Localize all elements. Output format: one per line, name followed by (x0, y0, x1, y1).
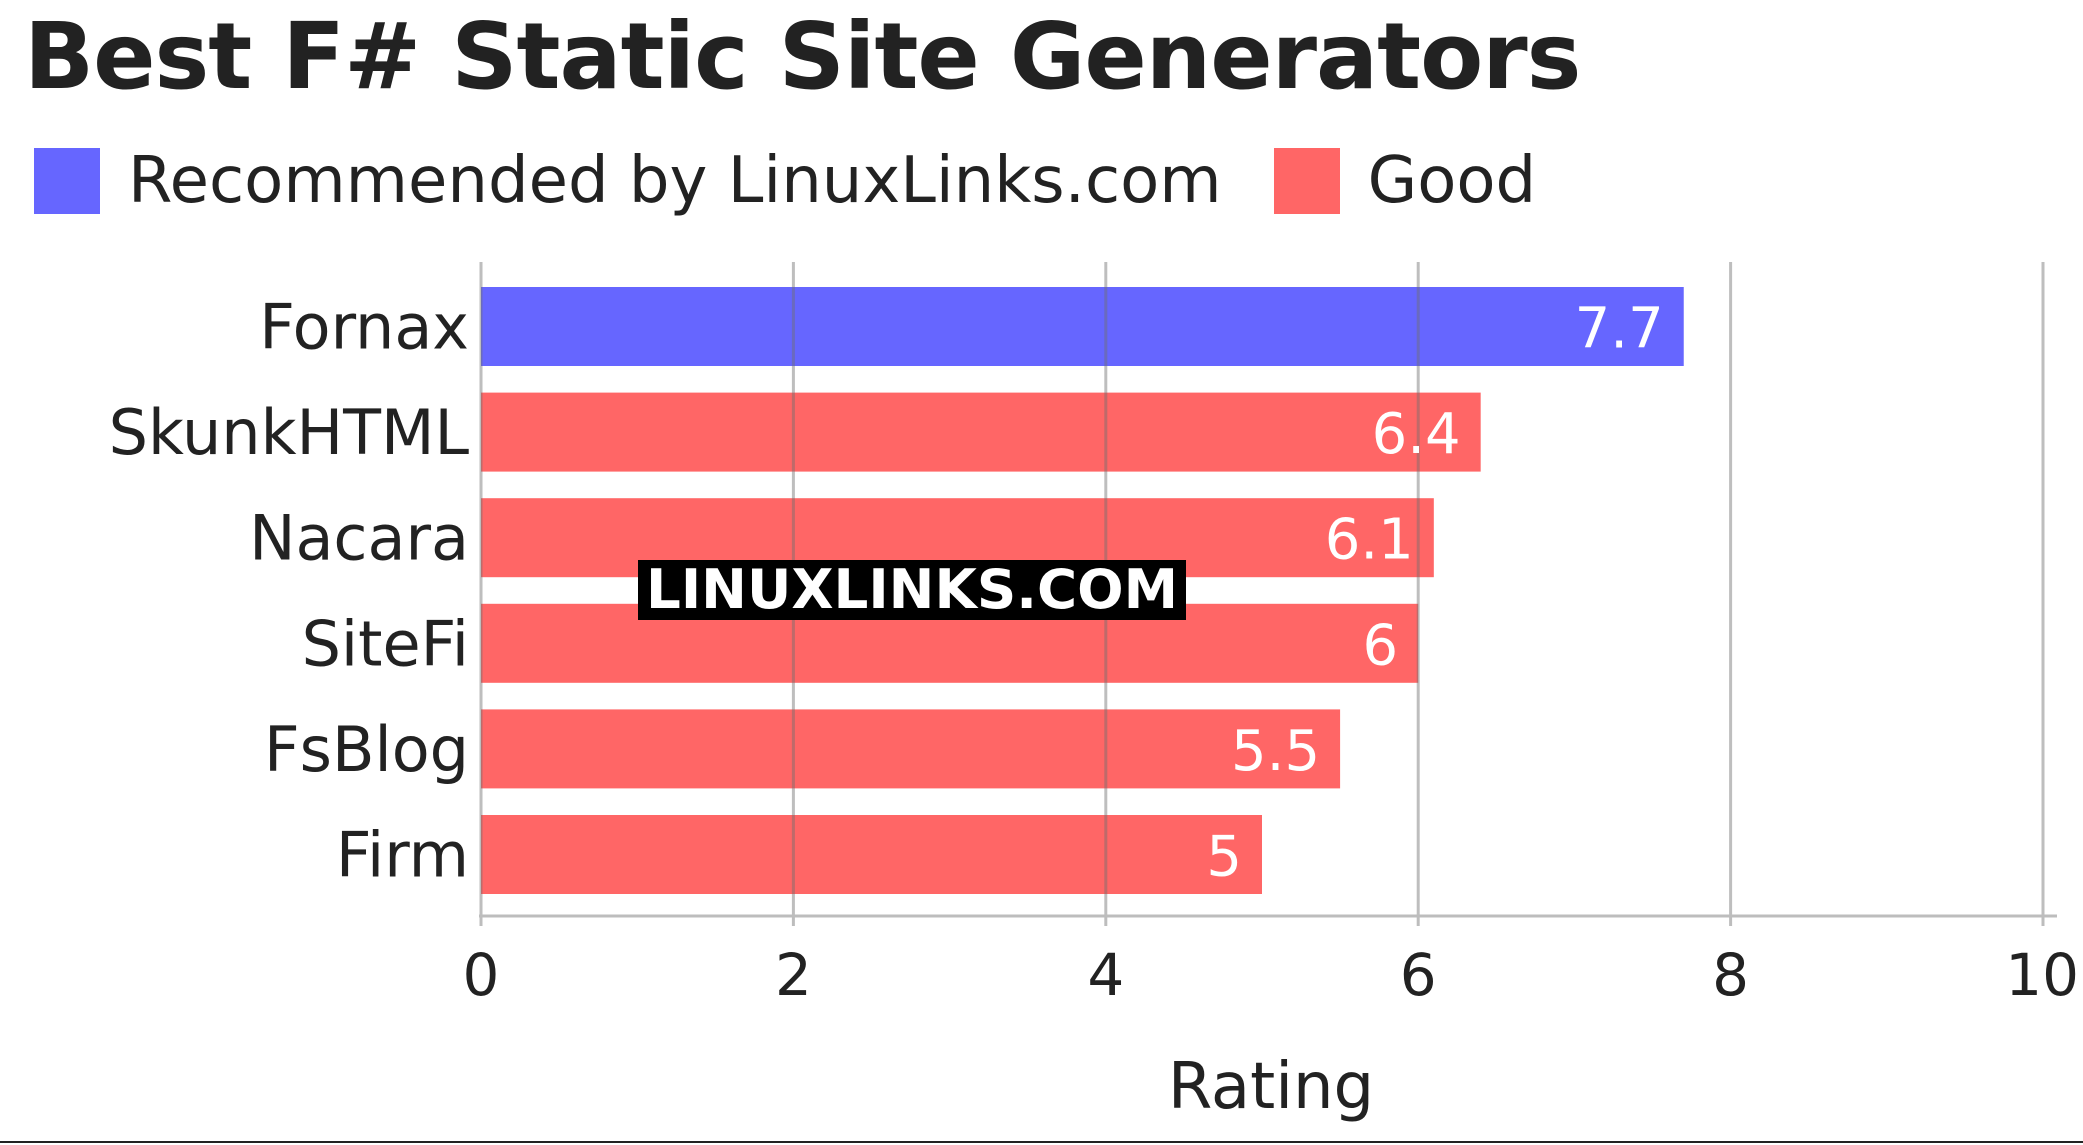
category-label-fornax: Fornax (259, 291, 469, 364)
bar-skunkhtml (481, 392, 1481, 472)
watermark-background (638, 560, 1186, 620)
category-label-fsblog: FsBlog (264, 713, 469, 786)
value-label-nacara: 6.1 (1325, 508, 1414, 573)
legend-item-good: Good (1273, 144, 1537, 218)
x-axis-title: Rating (1168, 1050, 1374, 1124)
bar-fsblog (481, 709, 1341, 789)
legend: Recommended by LinuxLinks.com Good (34, 148, 1588, 214)
bottom-rule (0, 1141, 2083, 1143)
legend-swatch-recommended (34, 148, 100, 214)
x-tick-label-4: 4 (1087, 941, 1124, 1009)
x-tick-label-0: 0 (463, 941, 500, 1009)
value-label-firm: 5 (1206, 825, 1242, 890)
value-label-sitefi: 6 (1363, 613, 1399, 678)
x-tick-label-10: 10 (2005, 941, 2079, 1009)
chart-title: Best F# Static Site Generators (24, 3, 1581, 110)
value-label-skunkhtml: 6.4 (1372, 402, 1461, 467)
x-tick-label-2: 2 (775, 941, 812, 1009)
legend-label-good: Good (1367, 144, 1537, 218)
legend-label-recommended: Recommended by LinuxLinks.com (128, 144, 1222, 218)
value-label-fornax: 7.7 (1575, 297, 1664, 362)
bar-firm (481, 815, 1262, 894)
category-label-sitefi: SiteFi (302, 607, 469, 680)
legend-swatch-good (1273, 148, 1340, 214)
bar-fornax (481, 287, 1684, 366)
category-label-firm: Firm (336, 819, 469, 892)
legend-item-recommended: Recommended by LinuxLinks.com (34, 148, 1222, 214)
watermark-text: LINUXLINKS.COM (646, 558, 1178, 621)
value-label-fsblog: 5.5 (1231, 719, 1320, 784)
category-label-nacara: Nacara (249, 502, 469, 575)
x-tick-label-6: 6 (1400, 941, 1437, 1009)
x-tick-label-8: 8 (1712, 941, 1749, 1009)
category-label-skunkhtml: SkunkHTML (109, 396, 470, 469)
